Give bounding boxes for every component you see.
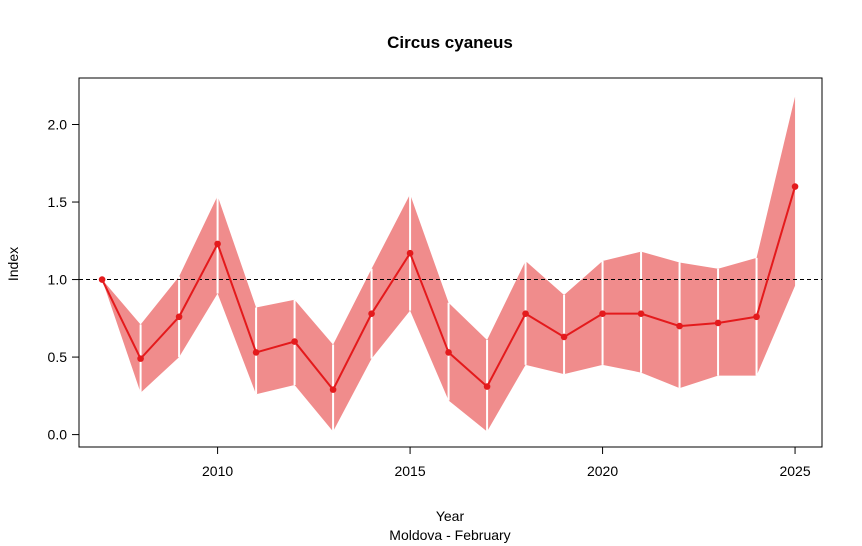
data-point-2008	[137, 355, 144, 362]
data-point-2010	[214, 240, 221, 248]
x-axis-label: Year	[436, 508, 465, 524]
data-point-2007	[98, 276, 106, 283]
chart-title: Circus cyaneus	[387, 33, 513, 52]
data-point-2015	[406, 249, 414, 257]
data-point-2025	[791, 183, 799, 190]
x-tick-label-2020: 2020	[587, 463, 618, 479]
x-tick-label-2010: 2010	[202, 463, 233, 479]
y-tick-label-1: 0.5	[48, 349, 68, 365]
data-point-2012	[291, 338, 298, 345]
x-tick-label-2015: 2015	[394, 463, 425, 479]
data-point-2009	[175, 313, 183, 321]
data-point-2021	[637, 310, 645, 317]
data-point-2017	[483, 383, 491, 390]
data-point-2024	[753, 313, 760, 321]
plot-frame	[78, 77, 823, 448]
series-points	[98, 183, 799, 393]
y-tick-label-2: 1.0	[48, 272, 68, 288]
data-point-2023	[714, 319, 722, 327]
x-axis: 2010 2015 2020 2025	[202, 447, 811, 479]
data-point-2022	[676, 322, 683, 330]
data-point-2013	[329, 386, 337, 393]
chart-subtitle: Moldova - February	[389, 527, 510, 543]
y-tick-label-0: 0.0	[48, 427, 68, 443]
data-point-2020	[599, 310, 606, 317]
data-point-2018	[522, 310, 529, 317]
y-axis-label: Index	[5, 247, 21, 281]
y-tick-label-4: 2.0	[48, 117, 68, 133]
y-tick-label-3: 1.5	[48, 194, 68, 210]
y-axis: 0.0 0.5 1.0 1.5 2.0	[48, 117, 79, 443]
x-tick-label-2025: 2025	[779, 463, 810, 479]
data-point-2016	[445, 349, 452, 356]
data-point-2019	[560, 333, 568, 341]
data-point-2014	[368, 310, 375, 317]
data-point-2011	[252, 349, 260, 356]
